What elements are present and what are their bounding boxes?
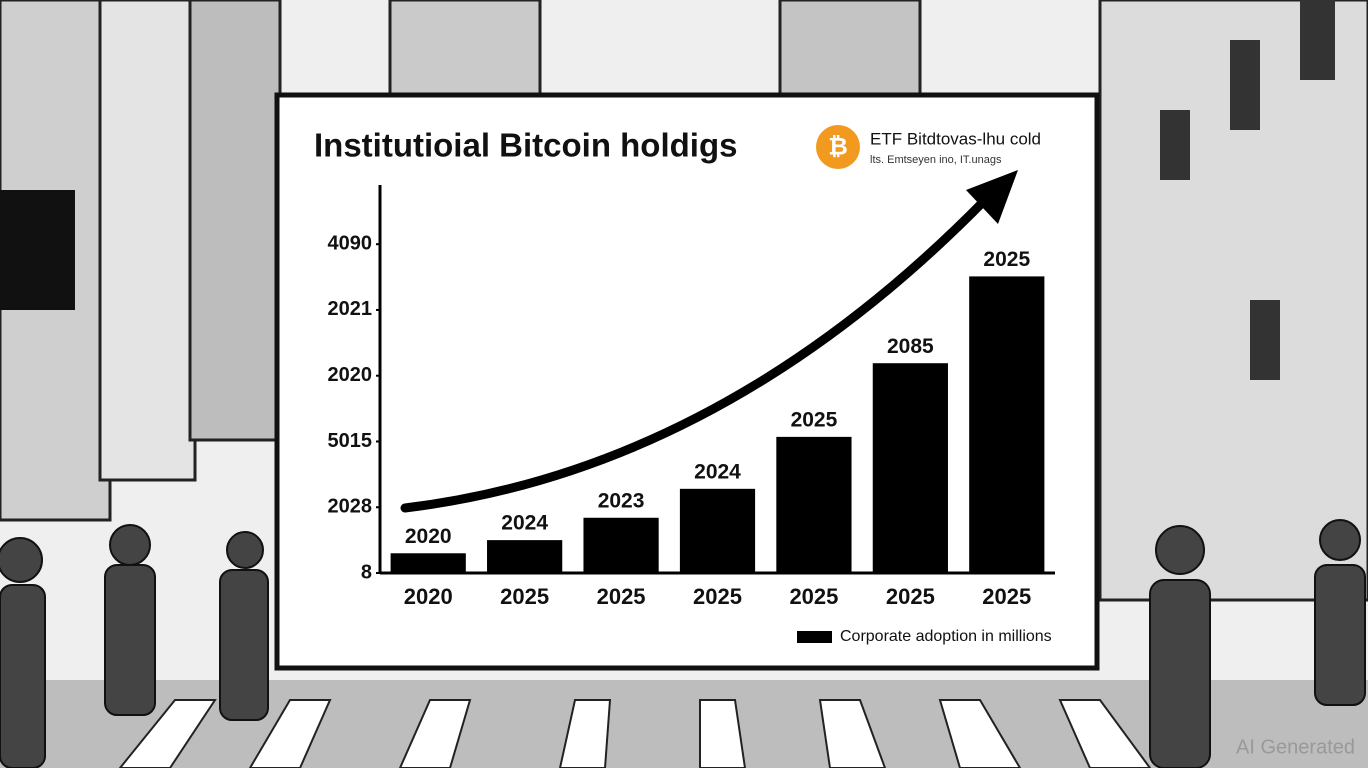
trend-arrow — [400, 195, 990, 513]
y-tick-label: 8 — [361, 561, 372, 583]
bar-label: 2025 — [791, 408, 838, 431]
x-tick-label: 2020 — [404, 584, 453, 609]
y-tick-label: 2020 — [328, 364, 373, 386]
x-tick-label: 2025 — [500, 584, 549, 609]
bitcoin-icon-glyph: ₿ — [828, 133, 848, 160]
bar — [487, 540, 563, 573]
bar — [872, 363, 948, 573]
bar — [390, 553, 466, 573]
bar — [969, 276, 1045, 573]
bar-label: 2023 — [598, 489, 645, 512]
y-tick-label: 2021 — [328, 298, 373, 320]
trend-arrow-head — [966, 170, 1018, 224]
legend-label: Corporate adoption in millions — [840, 628, 1052, 645]
bar-label: 2025 — [983, 248, 1030, 271]
x-tick-label: 2025 — [982, 584, 1031, 609]
badge-subtitle: lts. Emtseyen ino, IT.unags — [870, 154, 1002, 166]
badge-title: ETF Bitdtovas-lhu cold — [870, 129, 1041, 148]
bar — [679, 488, 756, 573]
legend-swatch — [797, 631, 832, 643]
y-tick-label: 2028 — [328, 496, 373, 518]
bar — [583, 517, 659, 573]
watermark: AI Generated — [1236, 736, 1355, 758]
bar-label: 2024 — [694, 460, 741, 483]
y-tick-label: 4090 — [328, 232, 373, 254]
y-tick-label: 5015 — [328, 430, 373, 452]
bar-label: 2024 — [501, 512, 548, 535]
bar — [776, 436, 852, 573]
x-tick-label: 2025 — [597, 584, 646, 609]
x-tick-label: 2025 — [693, 584, 742, 609]
x-tick-label: 2025 — [886, 584, 935, 609]
chart-title: Institutioial Bitcoin holdigs — [314, 127, 737, 164]
bar-label: 2020 — [405, 525, 452, 548]
bitcoin-icon — [816, 125, 860, 169]
x-tick-label: 2025 — [789, 584, 838, 609]
bar-label: 2085 — [887, 335, 934, 358]
